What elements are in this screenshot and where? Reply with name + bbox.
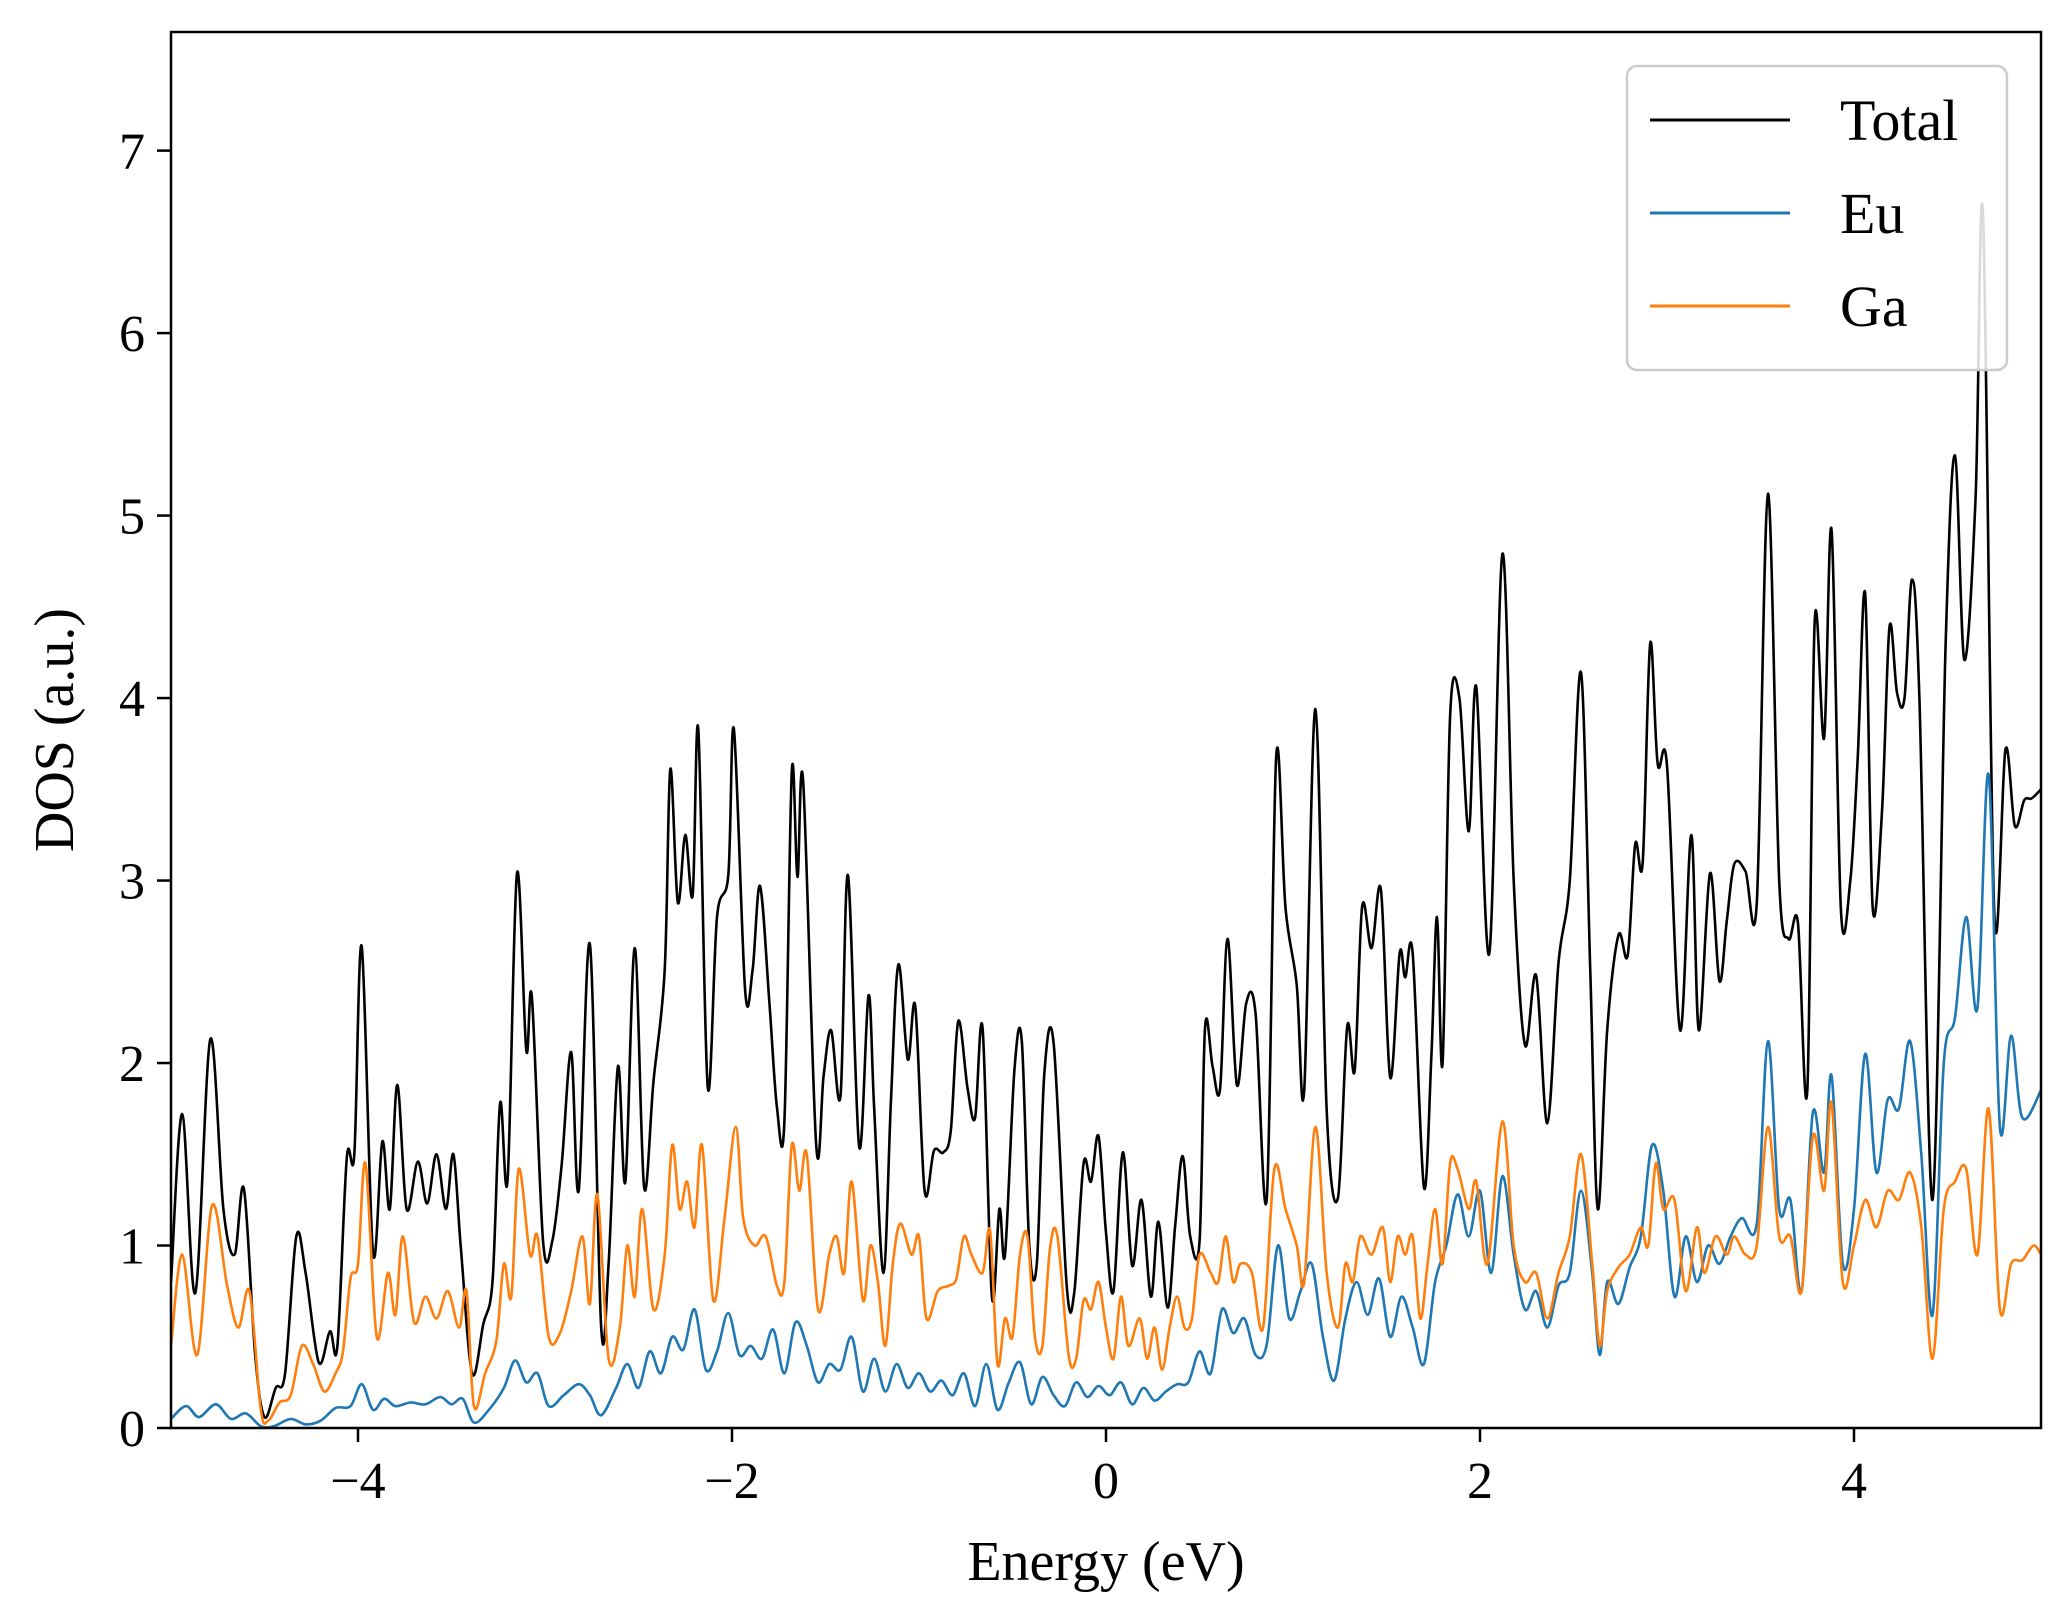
y-tick-label: 5 (119, 489, 145, 546)
y-tick-label: 6 (119, 306, 145, 363)
series-line-total (171, 202, 2041, 1419)
x-tick-label: 0 (1093, 1453, 1119, 1510)
y-tick-label: 4 (119, 671, 145, 728)
x-tick-label: 2 (1467, 1453, 1493, 1510)
x-tick-label: −4 (330, 1453, 385, 1510)
series-line-ga (171, 1100, 2041, 1426)
y-axis: 0 1 2 3 4 5 6 7 (119, 124, 171, 1458)
x-tick-label: 4 (1841, 1453, 1867, 1510)
y-tick-label: 1 (119, 1219, 145, 1276)
x-axis: −4 −2 0 2 4 (330, 1428, 1867, 1510)
y-tick-label: 3 (119, 854, 145, 911)
legend-label-ga: Ga (1840, 274, 1908, 339)
legend-label-total: Total (1840, 88, 1958, 153)
legend-box (1625, 64, 2009, 372)
x-axis-label: Energy (eV) (967, 1531, 1244, 1593)
legend: Total Eu Ga (1625, 64, 2009, 372)
x-tick-label: −2 (704, 1453, 759, 1510)
y-tick-label: 7 (119, 124, 145, 181)
y-tick-label: 0 (119, 1401, 145, 1458)
y-axis-label: DOS (a.u.) (24, 608, 86, 852)
y-tick-label: 2 (119, 1036, 145, 1093)
series-layer (171, 202, 2041, 1428)
legend-label-eu: Eu (1840, 181, 1904, 246)
